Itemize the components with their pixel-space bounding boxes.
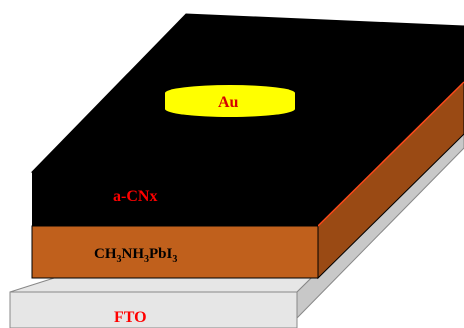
carbon-nitride-label: a-CNx <box>113 188 157 205</box>
perovskite-label-part: PbI <box>149 246 173 262</box>
fto-front-face <box>9 291 298 328</box>
fto-label: FTO <box>114 309 147 326</box>
gold-electrode-top <box>165 85 295 101</box>
gold-electrode-label: Au <box>218 94 239 111</box>
perovskite-label-subscript: 3 <box>117 254 122 265</box>
perovskite-label-part: CH <box>94 246 117 262</box>
carbon-nitride-front-face <box>32 172 318 226</box>
gold-electrode: Au <box>165 85 295 117</box>
gold-electrode-bottom <box>165 101 295 117</box>
perovskite-front-face <box>31 225 319 279</box>
perovskite-label: CH3NH3PbI3 <box>94 246 177 265</box>
perovskite-label-subscript: 3 <box>144 254 149 265</box>
perovskite-label-part: NH <box>122 246 145 262</box>
perovskite-layer: CH3NH3PbI3 <box>31 81 464 280</box>
perovskite-label-subscript: 3 <box>172 254 177 265</box>
carbon-nitride-edge-highlight <box>317 81 464 227</box>
